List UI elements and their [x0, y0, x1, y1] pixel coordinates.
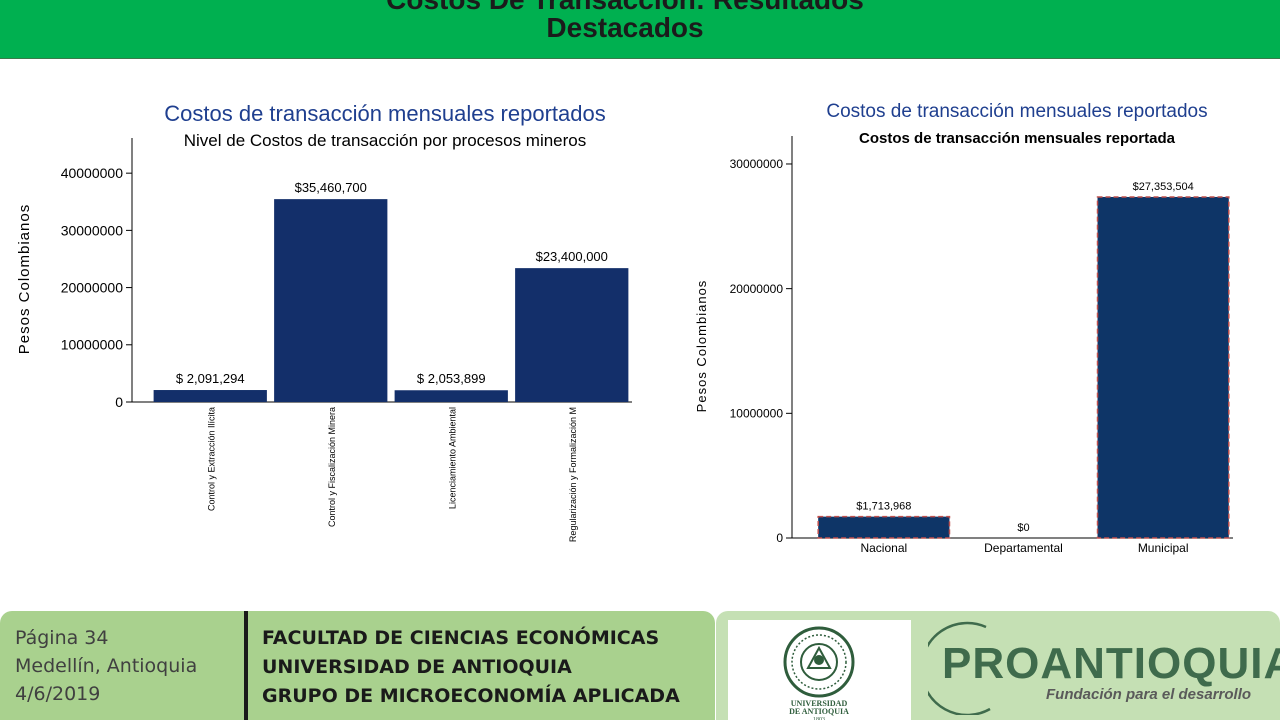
title-banner: Costos De Transacción: Resultados Destac… [0, 0, 1280, 59]
location: Medellín, Antioquia [15, 655, 198, 677]
chart-costs-by-level: Costos de transacción mensuales reportad… [694, 101, 1233, 555]
bar [274, 199, 388, 402]
page-number: Página 34 [15, 627, 109, 649]
category-label: Regularización y Formalización M [568, 407, 578, 542]
proantioquia-name: PROANTIOQUIA [942, 639, 1280, 688]
bar [153, 390, 267, 402]
data-label: $0 [1017, 522, 1029, 534]
footer-divider [244, 611, 248, 720]
category-label: Nacional [860, 541, 907, 555]
y-tick-label: 20000000 [730, 282, 784, 296]
universidad-de-antioquia-logo: UNIVERSIDAD DE ANTIOQUIA 1803 [728, 620, 911, 723]
data-label: $35,460,700 [295, 180, 367, 195]
y-tick-label: 10000000 [61, 337, 124, 353]
bar [515, 268, 629, 402]
data-label: $27,353,504 [1133, 181, 1194, 193]
footer-left-panel [0, 611, 715, 720]
category-label: Licenciamiento Ambiental [447, 407, 457, 509]
faculty-name: FACULTAD DE CIENCIAS ECONÓMICAS [262, 627, 660, 649]
category-label: Municipal [1138, 541, 1189, 555]
slide-title-line1: Costos De Transacción: Resultados [0, 0, 1250, 14]
chart-title: Costos de transacción mensuales reportad… [164, 101, 605, 126]
udea-logo-text-2: DE ANTIOQUIA [789, 707, 849, 716]
proantioquia-logo: PROANTIOQUIA Fundación para el desarroll… [928, 619, 1280, 715]
footer-info: Página 34 Medellín, Antioquia 4/6/2019 [15, 624, 197, 708]
y-axis-label: Pesos Colombianos [694, 280, 709, 413]
chart-subtitle: Costos de transacción mensuales reportad… [859, 130, 1176, 147]
y-tick-label: 30000000 [730, 157, 784, 171]
y-tick-label: 40000000 [61, 165, 124, 181]
bar [1096, 196, 1230, 539]
data-label: $23,400,000 [536, 249, 608, 264]
footer-organization: FACULTAD DE CIENCIAS ECONÓMICAS UNIVERSI… [262, 624, 680, 711]
data-label: $1,713,968 [856, 501, 911, 513]
data-label: $ 2,091,294 [176, 371, 245, 386]
date: 4/6/2019 [15, 683, 101, 705]
y-tick-label: 0 [115, 394, 123, 410]
proantioquia-tagline: Fundación para el desarrollo [1046, 686, 1252, 703]
category-label: Control y Extracción Ilícita [206, 407, 216, 511]
university-name: UNIVERSIDAD DE ANTIOQUIA [262, 656, 572, 678]
category-label: Control y Fiscalización Minera [327, 407, 337, 527]
data-label: $ 2,053,899 [417, 371, 486, 386]
y-axis-label: Pesos Colombianos [16, 204, 33, 354]
chart-title: Costos de transacción mensuales reportad… [826, 101, 1207, 122]
category-label: Departamental [984, 541, 1063, 555]
y-tick-label: 30000000 [61, 222, 124, 238]
chart-subtitle: Nivel de Costos de transacción por proce… [184, 131, 587, 150]
y-tick-label: 10000000 [730, 407, 784, 421]
udea-logo-text-1: UNIVERSIDAD [791, 699, 848, 708]
bar [817, 515, 951, 539]
chart-costs-by-process: Costos de transacción mensuales reportad… [16, 101, 632, 542]
y-tick-label: 20000000 [61, 279, 124, 295]
slide-title-line2: Destacados [546, 12, 704, 43]
bar [394, 390, 508, 402]
y-tick-label: 0 [776, 531, 783, 545]
research-group-name: GRUPO DE MICROECONOMÍA APLICADA [262, 685, 680, 707]
